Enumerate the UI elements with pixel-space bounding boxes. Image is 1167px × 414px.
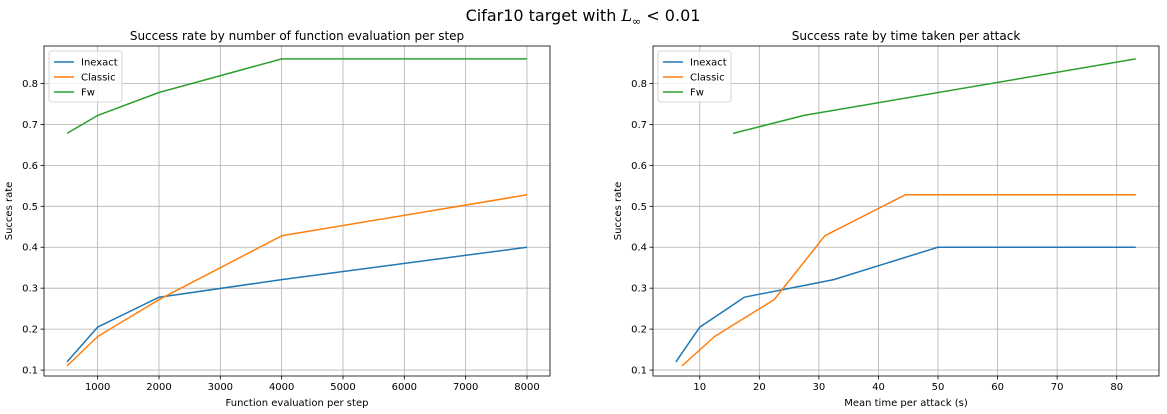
y-tick-label: 0.6: [22, 161, 38, 172]
y-tick-label: 0.8: [22, 79, 38, 90]
x-tick-label: 60: [991, 382, 1004, 393]
x-tick-label: 20: [753, 382, 766, 393]
x-tick-label: 2000: [146, 382, 171, 393]
legend-label-inexact: Inexact: [81, 58, 118, 69]
x-tick-label: 10: [693, 382, 706, 393]
x-tick-label: 3000: [208, 382, 233, 393]
axes-frame: [652, 45, 1160, 377]
series-line-inexact: [675, 246, 1136, 363]
y-axis-label: Succes rate: [613, 182, 624, 241]
y-tick-label: 0.5: [631, 202, 647, 213]
suptitle-math-l: L: [620, 6, 632, 25]
legend-label-fw: Fw: [690, 88, 704, 99]
x-tick-label: 5000: [330, 382, 355, 393]
y-tick-label: 0.1: [22, 366, 38, 377]
chart-panel-right: 10 20 30 40 50 60 70 80 0.1 0.2 0.3 0.4 0.5 0.6 0.7 0.8…: [613, 29, 1160, 409]
series-line-fw: [66, 58, 527, 135]
legend-box: [657, 50, 732, 103]
y-tick-label: 0.2: [631, 325, 647, 336]
y-tick-label: 0.1: [631, 366, 647, 377]
x-tick-label: 4000: [269, 382, 294, 393]
suptitle-text: Cifar10 target with: [466, 6, 622, 25]
y-tick-label: 0.2: [22, 325, 38, 336]
series-line-classic: [681, 194, 1136, 367]
x-tick-label: 70: [1051, 382, 1064, 393]
series-line-inexact: [66, 246, 528, 363]
suptitle-math-threshold: < 0.01: [641, 6, 700, 25]
x-tick-label: 1000: [85, 382, 110, 393]
legend: Inexact Classic Fw: [48, 50, 123, 103]
x-tick-label: 80: [1110, 382, 1123, 393]
y-axis-label: Succes rate: [4, 182, 15, 241]
legend-label-classic: Classic: [81, 73, 116, 84]
x-tick-label: 30: [813, 382, 826, 393]
chart-title: Success rate by time taken per attack: [792, 29, 1021, 43]
legend-label-classic: Classic: [690, 73, 725, 84]
x-tick-label: 50: [932, 382, 945, 393]
y-tick-label: 0.8: [631, 79, 647, 90]
legend-label-inexact: Inexact: [690, 58, 727, 69]
legend-label-fw: Fw: [81, 88, 95, 99]
y-tick-label: 0.7: [631, 120, 647, 131]
series-line-fw: [732, 58, 1136, 135]
y-tick-label: 0.3: [631, 284, 647, 295]
x-axis-label: Mean time per attack (s): [844, 398, 968, 409]
x-tick-label: 7000: [453, 382, 478, 393]
chart-title: Success rate by number of function evalu…: [130, 29, 464, 43]
suptitle-math-subscript: ∞: [632, 15, 641, 28]
series-line-classic: [66, 194, 528, 367]
y-tick-label: 0.4: [631, 243, 647, 254]
chart-panel-left: 1000 2000 3000 4000 5000 6000 7000 8000 0.1 0.2 0.…: [4, 29, 551, 409]
axes-frame: [43, 45, 551, 377]
y-tick-label: 0.4: [22, 243, 38, 254]
figure-suptitle: Cifar10 target with L∞ < 0.01: [466, 6, 701, 28]
legend: Inexact Classic Fw: [657, 50, 732, 103]
legend-box: [48, 50, 123, 103]
x-tick-label: 6000: [392, 382, 417, 393]
y-tick-label: 0.3: [22, 284, 38, 295]
x-tick-label: 8000: [514, 382, 539, 393]
x-tick-label: 40: [872, 382, 885, 393]
y-tick-label: 0.5: [22, 202, 38, 213]
y-tick-label: 0.6: [631, 161, 647, 172]
x-axis-label: Function evaluation per step: [226, 398, 369, 409]
y-tick-label: 0.7: [22, 120, 38, 131]
